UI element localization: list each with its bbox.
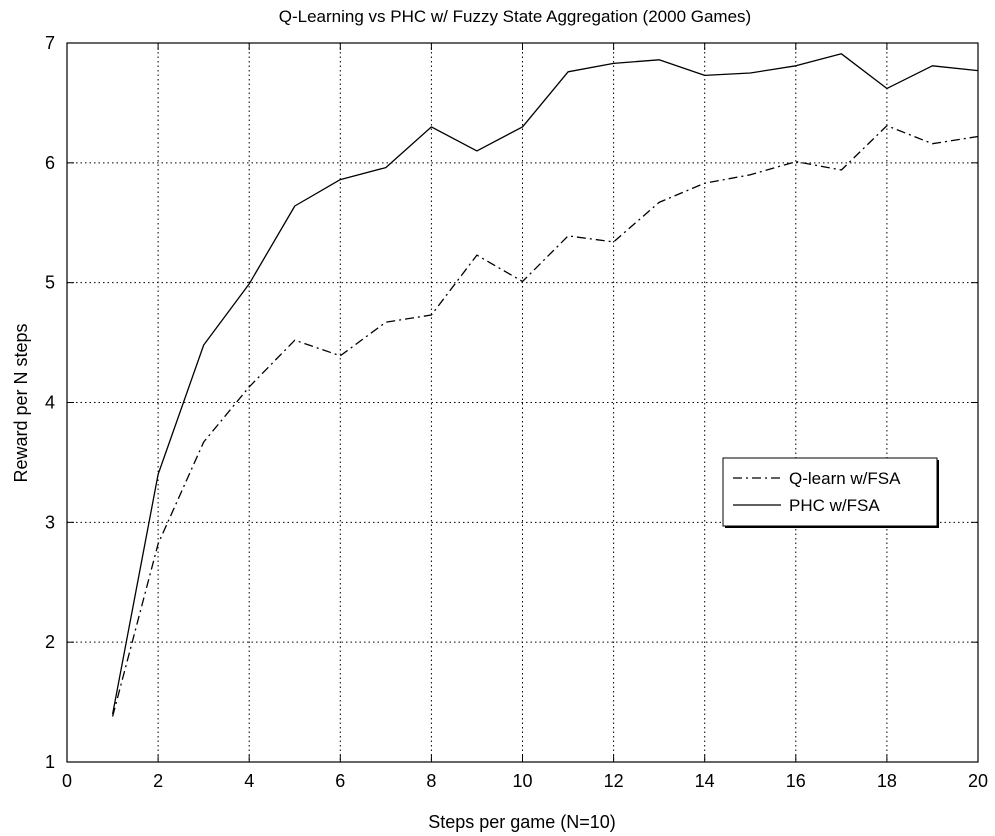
y-tick-label: 3 bbox=[45, 512, 55, 532]
y-tick-label: 2 bbox=[45, 632, 55, 652]
grid-layer bbox=[67, 43, 978, 762]
y-tick-label: 1 bbox=[45, 752, 55, 772]
x-tick-label: 10 bbox=[512, 771, 532, 791]
legend-label: Q-learn w/FSA bbox=[789, 469, 901, 488]
series-line-q-learn-w-fsa bbox=[111, 125, 979, 717]
y-tick-label: 7 bbox=[45, 33, 55, 53]
x-tick-label: 14 bbox=[695, 771, 715, 791]
series-line-phc-w-fsa bbox=[111, 53, 979, 715]
x-tick-label: 16 bbox=[786, 771, 806, 791]
legend: Q-learn w/FSA PHC w/FSA bbox=[722, 457, 939, 528]
y-tick-label: 5 bbox=[45, 273, 55, 293]
x-tick-label: 20 bbox=[968, 771, 988, 791]
chart-title: Q-Learning vs PHC w/ Fuzzy State Aggrega… bbox=[279, 7, 751, 26]
y-tick-label: 4 bbox=[45, 393, 55, 413]
y-tick-label: 6 bbox=[45, 153, 55, 173]
legend-label: PHC w/FSA bbox=[789, 496, 880, 515]
x-tick-label: 18 bbox=[877, 771, 897, 791]
x-tick-label: 0 bbox=[62, 771, 72, 791]
x-axis-label: Steps per game (N=10) bbox=[428, 812, 616, 832]
legend-box bbox=[722, 457, 938, 527]
y-axis-label: Reward per N steps bbox=[11, 323, 31, 482]
x-tick-label: 4 bbox=[244, 771, 254, 791]
x-tick-label: 6 bbox=[335, 771, 345, 791]
x-tick-label: 2 bbox=[153, 771, 163, 791]
series-layer bbox=[111, 53, 979, 717]
x-tick-label: 12 bbox=[604, 771, 624, 791]
x-tick-label: 8 bbox=[426, 771, 436, 791]
